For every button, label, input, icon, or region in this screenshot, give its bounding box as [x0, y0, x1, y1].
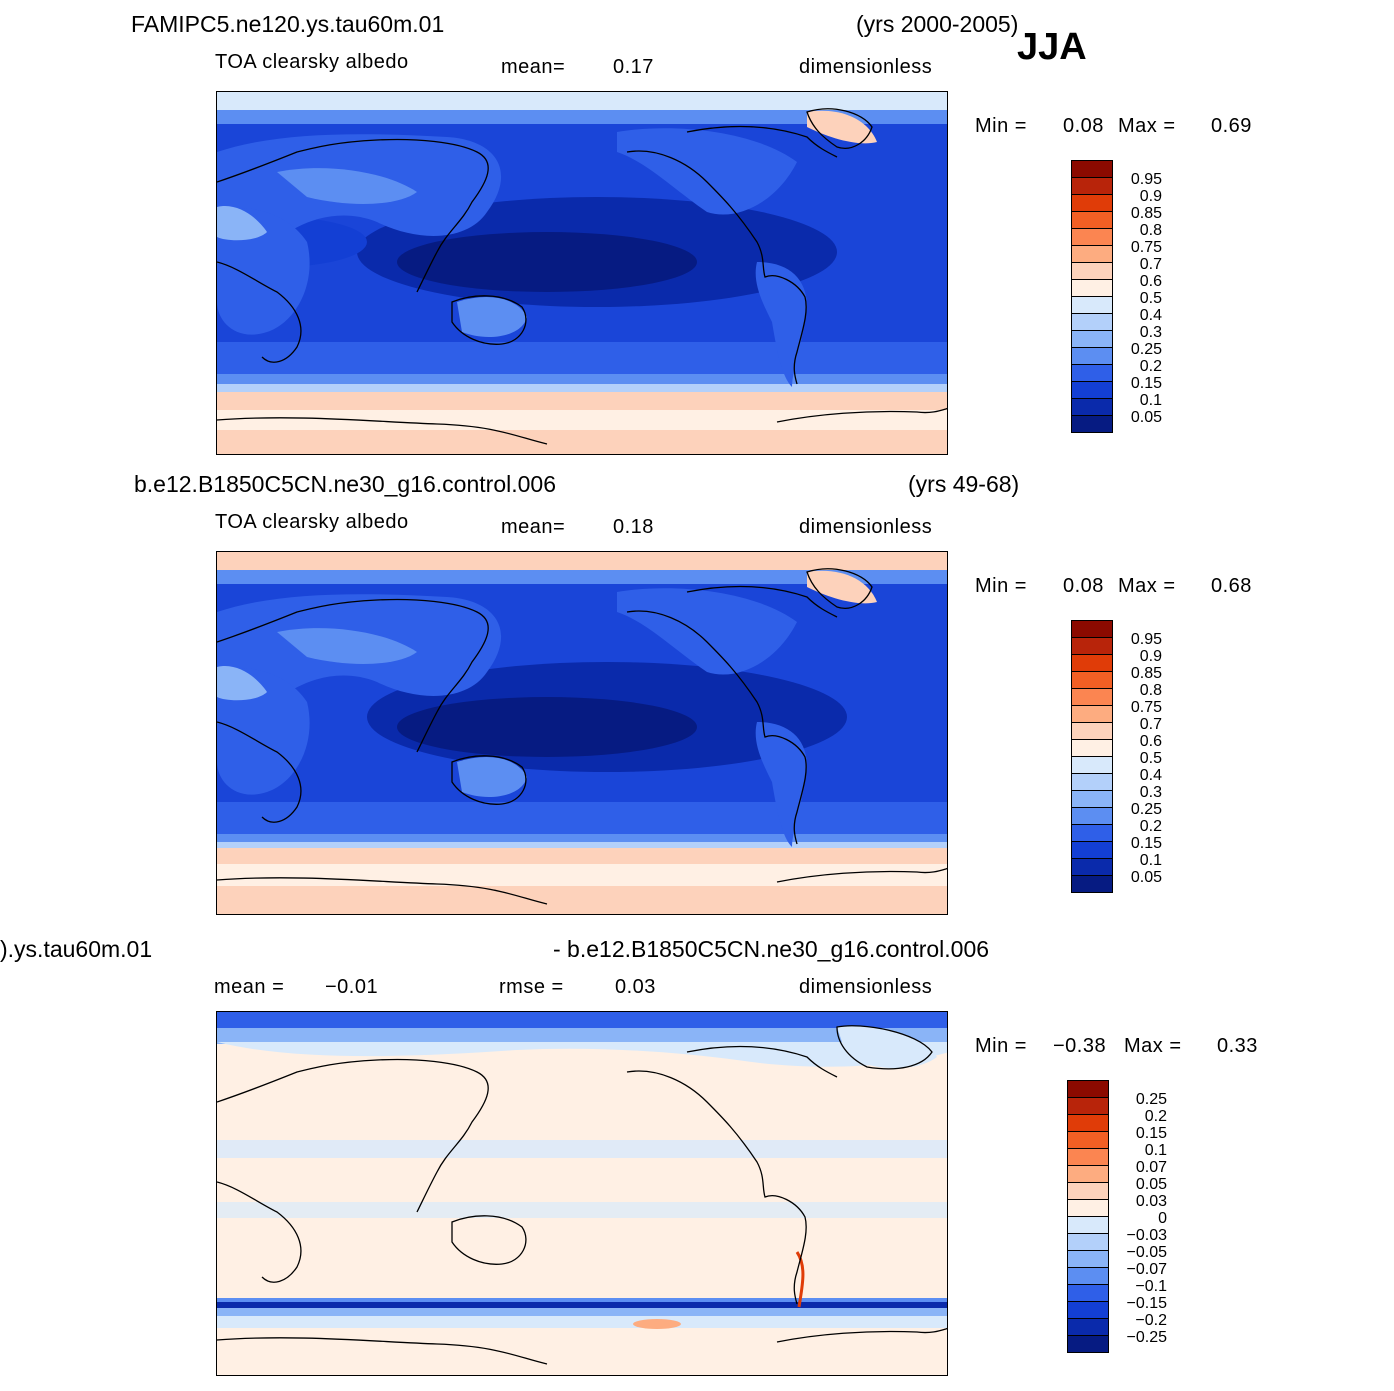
panel1-map-field: [217, 92, 947, 454]
panel3-rmse-label: rmse =: [499, 976, 564, 998]
panel1-units: dimensionless: [799, 56, 933, 78]
panel1-colorbar-label: 0.05: [1130, 409, 1162, 426]
panel2-colorbar-label: 0.7: [1139, 716, 1162, 733]
panel3-colorbar-label: 0.07: [1135, 1159, 1167, 1176]
panel3-units: dimensionless: [799, 976, 933, 998]
panel2-colorbar-label: 0.2: [1139, 818, 1162, 835]
panel2-max-value: 0.68: [1211, 575, 1252, 597]
panel1-colorbar-label: 0.5: [1139, 290, 1162, 307]
panel2-colorbar-label: 0.3: [1139, 784, 1162, 801]
panel2-colorbar-label: 0.85: [1130, 665, 1162, 682]
panel3-colorbar-label: −0.2: [1135, 1312, 1167, 1329]
panel1-mean-value: 0.17: [613, 56, 654, 78]
panel2-units: dimensionless: [799, 516, 933, 538]
panel1-colorbar-label: 0.3: [1139, 324, 1162, 341]
panel2-colorbar-label: 0.8: [1139, 682, 1162, 699]
panel1-mean-label: mean=: [501, 56, 566, 78]
panel2-colorbar-label: 0.4: [1139, 767, 1162, 784]
panel2-colorbar-label: 0.25: [1130, 801, 1162, 818]
panel1-min-value: 0.08: [1063, 115, 1104, 137]
panel2-case-title: b.e12.B1850C5CN.ne30_g16.control.006: [134, 471, 556, 497]
panel1-colorbar-label: 0.6: [1139, 273, 1162, 290]
panel1-max-label: Max =: [1118, 115, 1176, 137]
panel1-years: (yrs 2000-2005): [856, 11, 1019, 37]
panel3-min-label: Min =: [975, 1035, 1027, 1057]
panel1-colorbar: [1071, 160, 1113, 433]
panel1-colorbar-label: 0.85: [1130, 205, 1162, 222]
panel2-years: (yrs 49-68): [908, 471, 1020, 497]
panel1-map: [216, 91, 948, 455]
panel2-min-value: 0.08: [1063, 575, 1104, 597]
panel3-colorbar-label: 0.1: [1144, 1142, 1167, 1159]
panel2-variable: TOA clearsky albedo: [215, 511, 409, 533]
panel3-colorbar-label: −0.03: [1126, 1227, 1167, 1244]
panel3-colorbar-label: −0.05: [1126, 1244, 1167, 1261]
panel2-max-label: Max =: [1118, 575, 1176, 597]
panel2-map: [216, 551, 948, 915]
panel2-mean-value: 0.18: [613, 516, 654, 538]
panel2-colorbar-label: 0.6: [1139, 733, 1162, 750]
panel2-map-field: [217, 552, 947, 914]
panel1-colorbar-label: 0.95: [1130, 171, 1162, 188]
panel1-variable: TOA clearsky albedo: [215, 51, 409, 73]
panel1-min-label: Min =: [975, 115, 1027, 137]
panel3-max-value: 0.33: [1217, 1035, 1258, 1057]
panel3-map: [216, 1011, 948, 1376]
panel3-colorbar-label: −0.1: [1135, 1278, 1167, 1295]
panel3-case-title-right: - b.e12.B1850C5CN.ne30_g16.control.006: [553, 936, 990, 962]
panel3-mean-label: mean =: [214, 976, 285, 998]
panel3-colorbar-label: 0.15: [1135, 1125, 1167, 1142]
panel3-max-label: Max =: [1124, 1035, 1182, 1057]
panel1-colorbar-label: 0.8: [1139, 222, 1162, 239]
panel1-colorbar-label: 0.9: [1139, 188, 1162, 205]
panel1-colorbar-label: 0.4: [1139, 307, 1162, 324]
panel3-mean-value: −0.01: [325, 976, 379, 998]
panel3-case-title-left: ).ys.tau60m.01: [0, 936, 153, 962]
panel1-colorbar-label: 0.25: [1130, 341, 1162, 358]
panel3-colorbar-label: 0.2: [1144, 1108, 1167, 1125]
panel1-case-title: FAMIPC5.ne120.ys.tau60m.01: [131, 11, 445, 37]
panel3-min-value: −0.38: [1053, 1035, 1107, 1057]
panel1-max-value: 0.69: [1211, 115, 1252, 137]
panel1-colorbar-label: 0.75: [1130, 239, 1162, 256]
panel1-colorbar-label: 0.15: [1130, 375, 1162, 392]
panel3-colorbar-label: −0.07: [1126, 1261, 1167, 1278]
panel3-map-field: [217, 1012, 947, 1375]
panel2-colorbar-label: 0.15: [1130, 835, 1162, 852]
panel2-colorbar-swatch: [1071, 875, 1113, 893]
panel2-mean-label: mean=: [501, 516, 566, 538]
panel3-rmse-value: 0.03: [615, 976, 656, 998]
panel3-colorbar-label: 0: [1158, 1210, 1167, 1227]
panel3-colorbar: [1067, 1080, 1109, 1353]
panel1-colorbar-swatch: [1071, 415, 1113, 433]
panel2-colorbar-label: 0.5: [1139, 750, 1162, 767]
panel2-colorbar-label: 0.95: [1130, 631, 1162, 648]
panel1-colorbar-label: 0.7: [1139, 256, 1162, 273]
panel2-colorbar-label: 0.1: [1139, 852, 1162, 869]
panel2-colorbar: [1071, 620, 1113, 893]
panel3-colorbar-label: 0.03: [1135, 1193, 1167, 1210]
panel2-colorbar-label: 0.05: [1130, 869, 1162, 886]
panel2-colorbar-label: 0.9: [1139, 648, 1162, 665]
panel1-colorbar-label: 0.2: [1139, 358, 1162, 375]
panel2-min-label: Min =: [975, 575, 1027, 597]
panel3-colorbar-swatch: [1067, 1335, 1109, 1353]
panel3-colorbar-label: 0.25: [1135, 1091, 1167, 1108]
panel3-colorbar-label: −0.25: [1126, 1329, 1167, 1346]
panel1-colorbar-label: 0.1: [1139, 392, 1162, 409]
season-label: JJA: [1017, 26, 1087, 68]
panel3-colorbar-label: −0.15: [1126, 1295, 1167, 1312]
panel2-colorbar-label: 0.75: [1130, 699, 1162, 716]
panel3-colorbar-label: 0.05: [1135, 1176, 1167, 1193]
